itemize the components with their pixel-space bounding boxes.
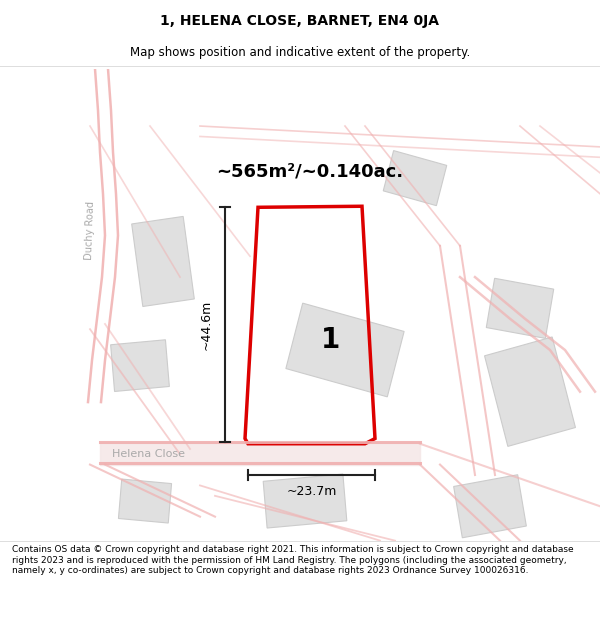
Polygon shape [110,340,169,391]
Text: ~44.6m: ~44.6m [200,299,213,349]
Text: Map shows position and indicative extent of the property.: Map shows position and indicative extent… [130,46,470,59]
Text: ~565m²/~0.140ac.: ~565m²/~0.140ac. [217,162,404,181]
Polygon shape [383,151,447,206]
Text: Helena Close: Helena Close [112,449,185,459]
Text: Contains OS data © Crown copyright and database right 2021. This information is : Contains OS data © Crown copyright and d… [12,545,574,575]
Text: Duchy Road: Duchy Road [84,201,96,260]
Polygon shape [118,479,172,523]
Text: 1, HELENA CLOSE, BARNET, EN4 0JA: 1, HELENA CLOSE, BARNET, EN4 0JA [161,14,439,28]
Polygon shape [131,216,194,306]
Polygon shape [485,337,575,446]
Polygon shape [263,474,347,528]
Text: 1: 1 [320,326,340,354]
Polygon shape [454,475,526,538]
Polygon shape [286,303,404,397]
Text: ~23.7m: ~23.7m [286,486,337,498]
Polygon shape [486,278,554,338]
